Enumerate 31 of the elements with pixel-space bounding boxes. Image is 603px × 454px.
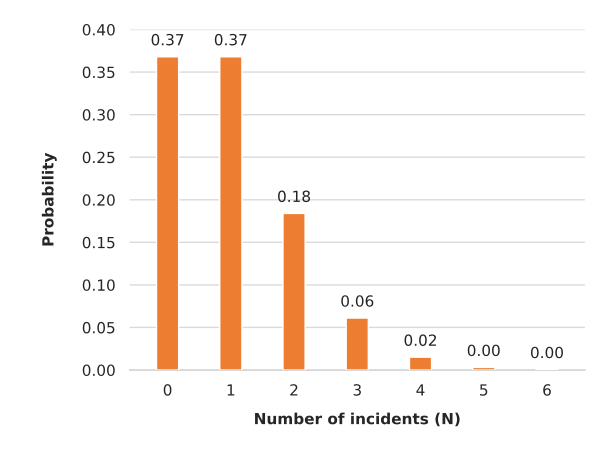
y-tick-label: 0.20 bbox=[82, 194, 115, 206]
x-tick-label: 2 bbox=[290, 384, 298, 396]
y-tick-label: 0.35 bbox=[82, 66, 114, 78]
x-tick-label: 3 bbox=[354, 384, 361, 396]
data-label: 0.37 bbox=[152, 34, 184, 46]
x-tick-label: 4 bbox=[416, 384, 425, 396]
data-label: 0.18 bbox=[278, 190, 310, 202]
y-tick-label: 0.25 bbox=[82, 152, 114, 164]
data-label: 0.37 bbox=[214, 34, 247, 46]
y-tick-label: 0.15 bbox=[82, 236, 114, 248]
x-tick-label: 1 bbox=[228, 384, 234, 396]
data-label: 0.00 bbox=[468, 344, 500, 356]
data-label: 0.06 bbox=[341, 295, 374, 307]
bar bbox=[156, 56, 180, 370]
x-axis-title: Number of incidents (N) bbox=[255, 412, 460, 426]
y-tick-label: 0.00 bbox=[82, 364, 115, 376]
data-label: 0.02 bbox=[404, 334, 436, 346]
bar bbox=[408, 356, 432, 370]
x-tick-label: 0 bbox=[164, 384, 172, 396]
y-tick-label: 0.05 bbox=[82, 322, 114, 334]
bar bbox=[346, 317, 370, 370]
x-tick-label: 6 bbox=[543, 384, 551, 396]
x-tick-label: 5 bbox=[480, 384, 488, 396]
y-axis-title: Probability bbox=[42, 152, 57, 246]
y-tick-label: 0.40 bbox=[82, 24, 115, 36]
y-tick-label: 0.10 bbox=[82, 279, 115, 291]
bar bbox=[282, 212, 306, 370]
bar bbox=[472, 366, 496, 370]
y-tick-label: 0.30 bbox=[82, 109, 115, 121]
data-label: 0.00 bbox=[530, 346, 563, 358]
bar bbox=[219, 56, 243, 370]
